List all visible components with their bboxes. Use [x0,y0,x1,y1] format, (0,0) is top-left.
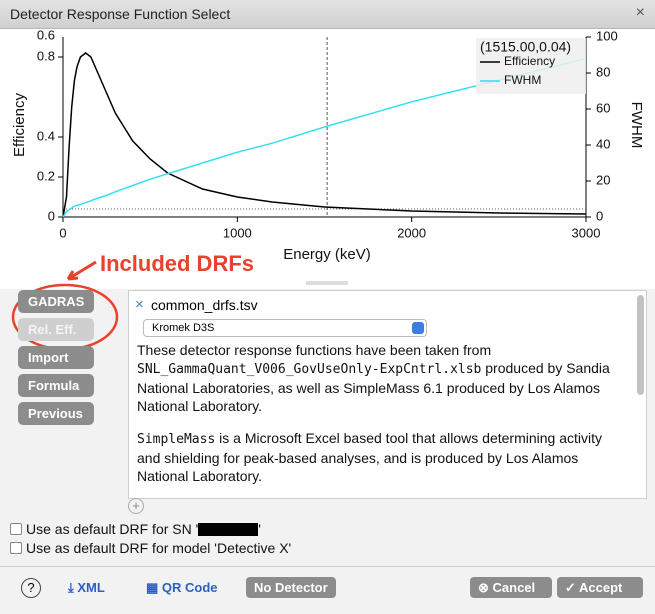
text: These detector response functions have b… [137,342,492,358]
drf-panel: × common_drfs.tsv Kromek D3S These detec… [128,290,647,499]
description: These detector response functions have b… [137,341,629,498]
xml-button[interactable]: ⤓ XML [68,580,105,595]
sidebar-button[interactable]: GADRAS [18,290,94,313]
divider [0,566,655,567]
close-button[interactable]: × [635,4,645,21]
sidebar-button[interactable]: Rel. Eff. [18,318,94,341]
sn-default[interactable]: Use as default DRF for SN ' ' [10,521,261,537]
crosshair-label: (1515.00,0.04) [480,39,571,55]
text: is a Microsoft Excel based tool that all… [137,430,603,484]
y2-tick-label: 80 [596,64,610,79]
sidebar-button[interactable]: Formula [18,374,94,397]
y-tick-label: 0.6 [37,29,55,42]
y2-tick-label: 40 [596,136,610,151]
code-text: SNL_GammaQuant_V006_GovUseOnly-ExpCntrl.… [137,362,482,377]
accept-button[interactable]: ✓ Accept [557,577,643,598]
drf-select[interactable]: Kromek D3S [143,319,427,337]
y-axis-label: Efficiency [11,93,28,157]
x-tick-label: 3000 [572,225,601,240]
legend-box [476,38,586,94]
x-axis-label: Energy (keV) [283,246,371,263]
model-label: Use as default DRF for model 'Detective … [26,540,292,556]
qr-label: QR Code [161,580,218,595]
splitter [306,281,348,285]
y-tick-label: 0.4 [37,128,55,143]
dialog-title: Detector Response Function Select [10,6,231,22]
select-value: Kromek D3S [152,322,215,334]
paragraph: These detector response functions have b… [137,341,629,415]
qr-button[interactable]: ▦ QR Code [146,580,218,595]
no-detector-button[interactable]: No Detector [246,577,336,598]
sn-label: Use as default DRF for SN ' [26,521,199,537]
text: produced by Sandia National Laboratories… [137,360,610,414]
redacted [198,523,259,536]
y2-tick-label: 20 [596,172,610,187]
series-line [62,57,587,218]
y2-tick-label: 100 [596,29,618,43]
y2-axis-label: FWHM [628,102,645,149]
legend-label: FWHM [504,73,541,87]
code-text: SimpleMass [137,432,216,447]
callout-text: Included DRFs [100,251,254,276]
remove-file[interactable]: × [135,296,144,313]
accept-label: Accept [579,580,623,595]
y-tick-label: 0.2 [37,168,55,183]
model-default[interactable]: Use as default DRF for model 'Detective … [10,540,291,556]
sidebar-button[interactable]: Import [18,346,94,369]
paragraph: SimpleMass is a Microsoft Excel based to… [137,429,629,485]
cancel-label: Cancel [492,580,536,595]
y2-tick-label: 60 [596,100,610,115]
scrollbar[interactable] [637,295,644,395]
title-bar: Detector Response Function Select × [0,0,655,29]
y-tick-label: 0 [48,208,55,223]
x-tick-label: 0 [59,225,66,240]
sn-suffix: ' [258,521,261,537]
chart: Efficiency FWHM Energy (keV) 0.6 Include… [0,29,655,289]
series-line [62,52,587,218]
add-button[interactable]: + [128,498,144,514]
file-name: common_drfs.tsv [151,297,258,313]
xml-label: XML [77,580,105,595]
sidebar-button[interactable]: Previous [18,402,94,425]
select-arrow [412,322,424,334]
help-button[interactable]: ? [21,578,41,598]
legend-label: Efficiency [504,54,555,68]
y-tick-label: 0.8 [37,48,55,63]
callout-arrow [66,260,97,281]
y2-tick-label: 0 [596,208,603,223]
cancel-button[interactable]: ⊗ Cancel [470,577,552,598]
x-tick-label: 2000 [397,225,426,240]
x-tick-label: 1000 [223,225,252,240]
